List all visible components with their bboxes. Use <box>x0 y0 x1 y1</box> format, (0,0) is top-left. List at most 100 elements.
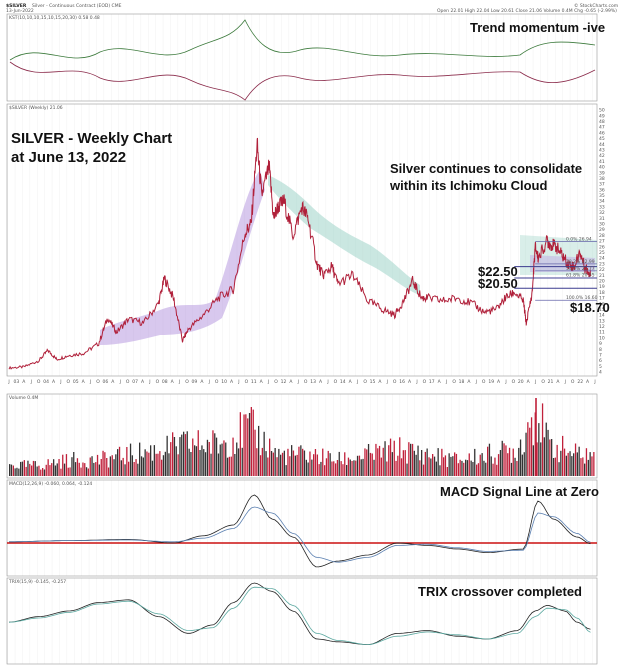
volume-bar <box>170 442 172 476</box>
subtitle-label: Silver - Continuous Contract (EOD) CME <box>32 3 122 9</box>
date-label: 13-Jun-2022 <box>6 8 34 14</box>
volume-bar <box>241 447 243 476</box>
volume-bar <box>428 457 430 476</box>
volume-bar <box>67 467 69 476</box>
volume-bar <box>232 437 234 476</box>
volume-bar <box>562 435 564 476</box>
volume-bar <box>27 460 29 476</box>
time-tick-label: O <box>67 379 71 385</box>
volume-bar <box>437 448 439 476</box>
volume-bar <box>302 448 304 476</box>
volume-bar <box>109 456 111 476</box>
volume-bar <box>421 450 423 476</box>
volume-bar <box>151 460 154 476</box>
time-tick-label: O <box>126 379 130 385</box>
volume-bar <box>56 463 58 476</box>
level-1870-label: $18.70 <box>570 300 610 315</box>
volume-bar <box>133 462 135 476</box>
volume-bar <box>378 445 381 476</box>
volume-bar <box>270 451 273 476</box>
volume-bar <box>300 445 302 476</box>
price-tick-label: 21 <box>599 273 605 279</box>
volume-bar <box>574 443 577 476</box>
volume-bar <box>36 466 38 476</box>
volume-bar <box>386 461 388 476</box>
volume-bar <box>212 430 214 476</box>
volume-bar <box>40 469 42 476</box>
volume-bar <box>80 467 82 476</box>
volume-bar <box>492 463 494 476</box>
volume-bar <box>452 456 454 476</box>
volume-bar <box>419 460 421 476</box>
volume-bar <box>144 449 146 476</box>
volume-bar <box>540 442 542 476</box>
price-tick-label: 42 <box>599 153 605 159</box>
volume-bar <box>214 433 216 476</box>
volume-bar <box>120 460 122 476</box>
time-tick-label: O <box>423 379 427 385</box>
volume-bar <box>535 398 537 476</box>
volume-bar <box>459 459 461 476</box>
time-tick-label: A <box>497 379 501 385</box>
volume-bar <box>184 434 187 476</box>
volume-bar <box>523 452 525 476</box>
volume-bar <box>95 462 97 476</box>
volume-bar <box>346 465 348 476</box>
volume-bar <box>248 413 251 476</box>
price-tick-label: 12 <box>599 324 605 330</box>
volume-bar <box>45 464 47 476</box>
volume-bar <box>454 452 456 476</box>
volume-bar <box>267 457 269 476</box>
macd-annotation: MACD Signal Line at Zero <box>440 484 599 499</box>
volume-bar <box>43 469 46 476</box>
volume-bar <box>521 454 523 476</box>
volume-bar <box>18 468 20 476</box>
volume-bar <box>389 438 392 476</box>
volume-bar <box>318 464 320 476</box>
volume-bar <box>226 457 229 476</box>
volume-bar <box>512 448 514 476</box>
price-tick-label: 39 <box>599 170 605 176</box>
volume-bar <box>84 463 86 476</box>
price-tick-label: 11 <box>599 330 605 336</box>
volume-bar <box>508 447 511 476</box>
volume-bar <box>487 446 489 476</box>
price-tick-label: 31 <box>599 216 605 222</box>
time-tick-label: A <box>438 379 442 385</box>
volume-bar <box>545 422 547 476</box>
time-tick-label: J <box>89 379 91 385</box>
volume-bar <box>126 447 128 476</box>
price-tick-label: 24 <box>599 256 605 262</box>
time-tick-label: A <box>200 379 204 385</box>
time-tick-label: J <box>326 379 328 385</box>
time-tick-label: A <box>319 379 323 385</box>
volume-bar <box>406 463 408 476</box>
volume-bar <box>347 457 350 476</box>
volume-bar <box>47 459 49 476</box>
volume-bar <box>199 450 201 476</box>
volume-bar <box>490 456 492 476</box>
time-tick-label: A <box>22 379 26 385</box>
volume-bar <box>589 452 591 476</box>
volume-bar <box>433 456 436 476</box>
price-tick-label: 30 <box>599 222 605 228</box>
volume-bar <box>338 451 340 476</box>
price-tick-label: 18 <box>599 290 605 296</box>
volume-bar <box>223 440 225 476</box>
volume-bar <box>585 448 588 476</box>
time-tick-label: 04 <box>43 379 49 385</box>
volume-bar <box>98 464 100 476</box>
volume-bar <box>254 429 256 476</box>
volume-bar <box>51 463 53 476</box>
volume-bar <box>135 459 137 476</box>
time-tick-label: O <box>571 379 575 385</box>
time-tick-label: J <box>415 379 417 385</box>
volume-bar <box>294 455 296 476</box>
volume-bar <box>455 453 458 476</box>
consolidate-line1: Silver continues to consolidate <box>390 161 582 176</box>
price-tick-label: 15 <box>599 307 605 313</box>
volume-bar <box>576 452 578 476</box>
volume-bar <box>499 450 502 476</box>
price-tick-label: 33 <box>599 204 605 210</box>
